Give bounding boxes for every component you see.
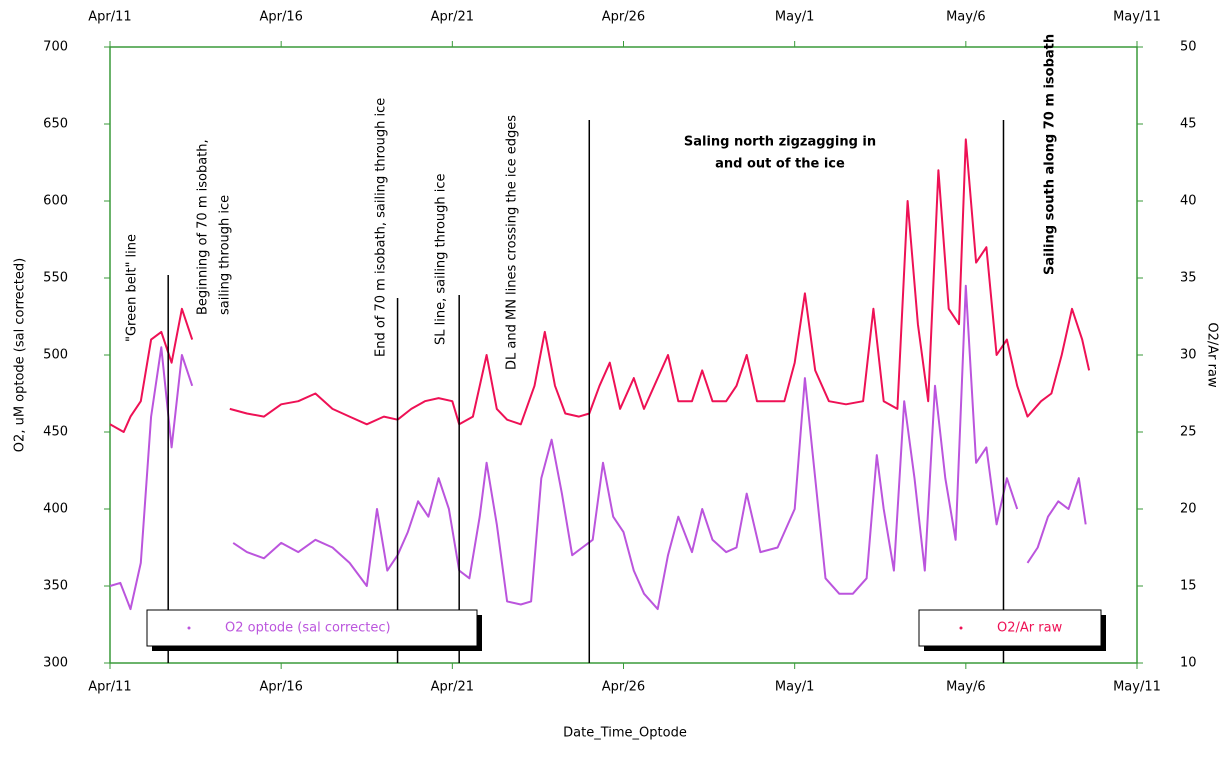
annotation: Beginning of 70 m isobath, — [196, 139, 211, 315]
legend-box — [146, 609, 478, 647]
y2-tick-label: 45 — [1180, 117, 1197, 132]
x-tick-label: May/6 — [946, 680, 986, 695]
y-axis-label: O2, uM optode (sal corrected) — [13, 258, 28, 452]
y2-tick-label: 25 — [1180, 425, 1197, 440]
legend-marker — [959, 626, 963, 630]
x-tick-label: Apr/16 — [259, 680, 302, 695]
x-tick-label-top: May/11 — [1113, 10, 1161, 25]
annotation: DL and MN lines crossing the ice edges — [505, 115, 520, 370]
legend-label: O2/Ar raw — [997, 621, 1063, 636]
y-tick-label: 550 — [43, 271, 68, 286]
x-tick-label: May/11 — [1113, 680, 1161, 695]
x-tick-label-top: Apr/11 — [88, 10, 131, 25]
annotation: "Green belt" line — [125, 234, 140, 342]
y-tick-label: 350 — [43, 579, 68, 594]
x-tick-label-top: Apr/26 — [602, 10, 645, 25]
y2-tick-label: 10 — [1180, 656, 1197, 671]
x-tick-label-top: Apr/16 — [259, 10, 302, 25]
legend-label: O2 optode (sal correctec) — [225, 621, 391, 636]
annotation: Saling north zigzagging in — [684, 135, 876, 150]
annotation: End of 70 m isobath, sailing through ice — [374, 98, 389, 357]
legend-marker — [187, 626, 191, 630]
y-tick-label: 650 — [43, 117, 68, 132]
y-tick-label: 450 — [43, 425, 68, 440]
series-line — [109, 138, 1091, 433]
x-tick-label: Apr/11 — [88, 680, 131, 695]
y2-tick-label: 15 — [1180, 579, 1197, 594]
y2-tick-label: 50 — [1180, 40, 1197, 55]
y-tick-label: 500 — [43, 348, 68, 363]
y2-tick-label: 40 — [1180, 194, 1197, 209]
y2-tick-label: 30 — [1180, 348, 1197, 363]
x-tick-label-top: Apr/21 — [431, 10, 474, 25]
x-tick-label: Apr/26 — [602, 680, 645, 695]
series-line — [109, 284, 1087, 611]
annotation: and out of the ice — [715, 157, 845, 172]
y2-tick-label: 20 — [1180, 502, 1197, 517]
annotation: sailing through ice — [218, 195, 233, 315]
x-tick-label-top: May/6 — [946, 10, 986, 25]
y2-tick-label: 35 — [1180, 271, 1197, 286]
plot-area — [109, 46, 1138, 664]
y-tick-label: 700 — [43, 40, 68, 55]
legend-box — [918, 609, 1102, 647]
x-tick-label: Apr/21 — [431, 680, 474, 695]
annotation: Sailing south along 70 m isobath — [1043, 34, 1058, 275]
x-axis-label: Date_Time_Optode — [563, 726, 687, 741]
y2-axis-label: O2/Ar raw — [1205, 322, 1220, 388]
x-tick-label-top: May/1 — [775, 10, 815, 25]
y-tick-label: 400 — [43, 502, 68, 517]
y-tick-label: 300 — [43, 656, 68, 671]
y-tick-label: 600 — [43, 194, 68, 209]
annotation: SL line, sailing through ice — [434, 173, 449, 345]
x-tick-label: May/1 — [775, 680, 815, 695]
